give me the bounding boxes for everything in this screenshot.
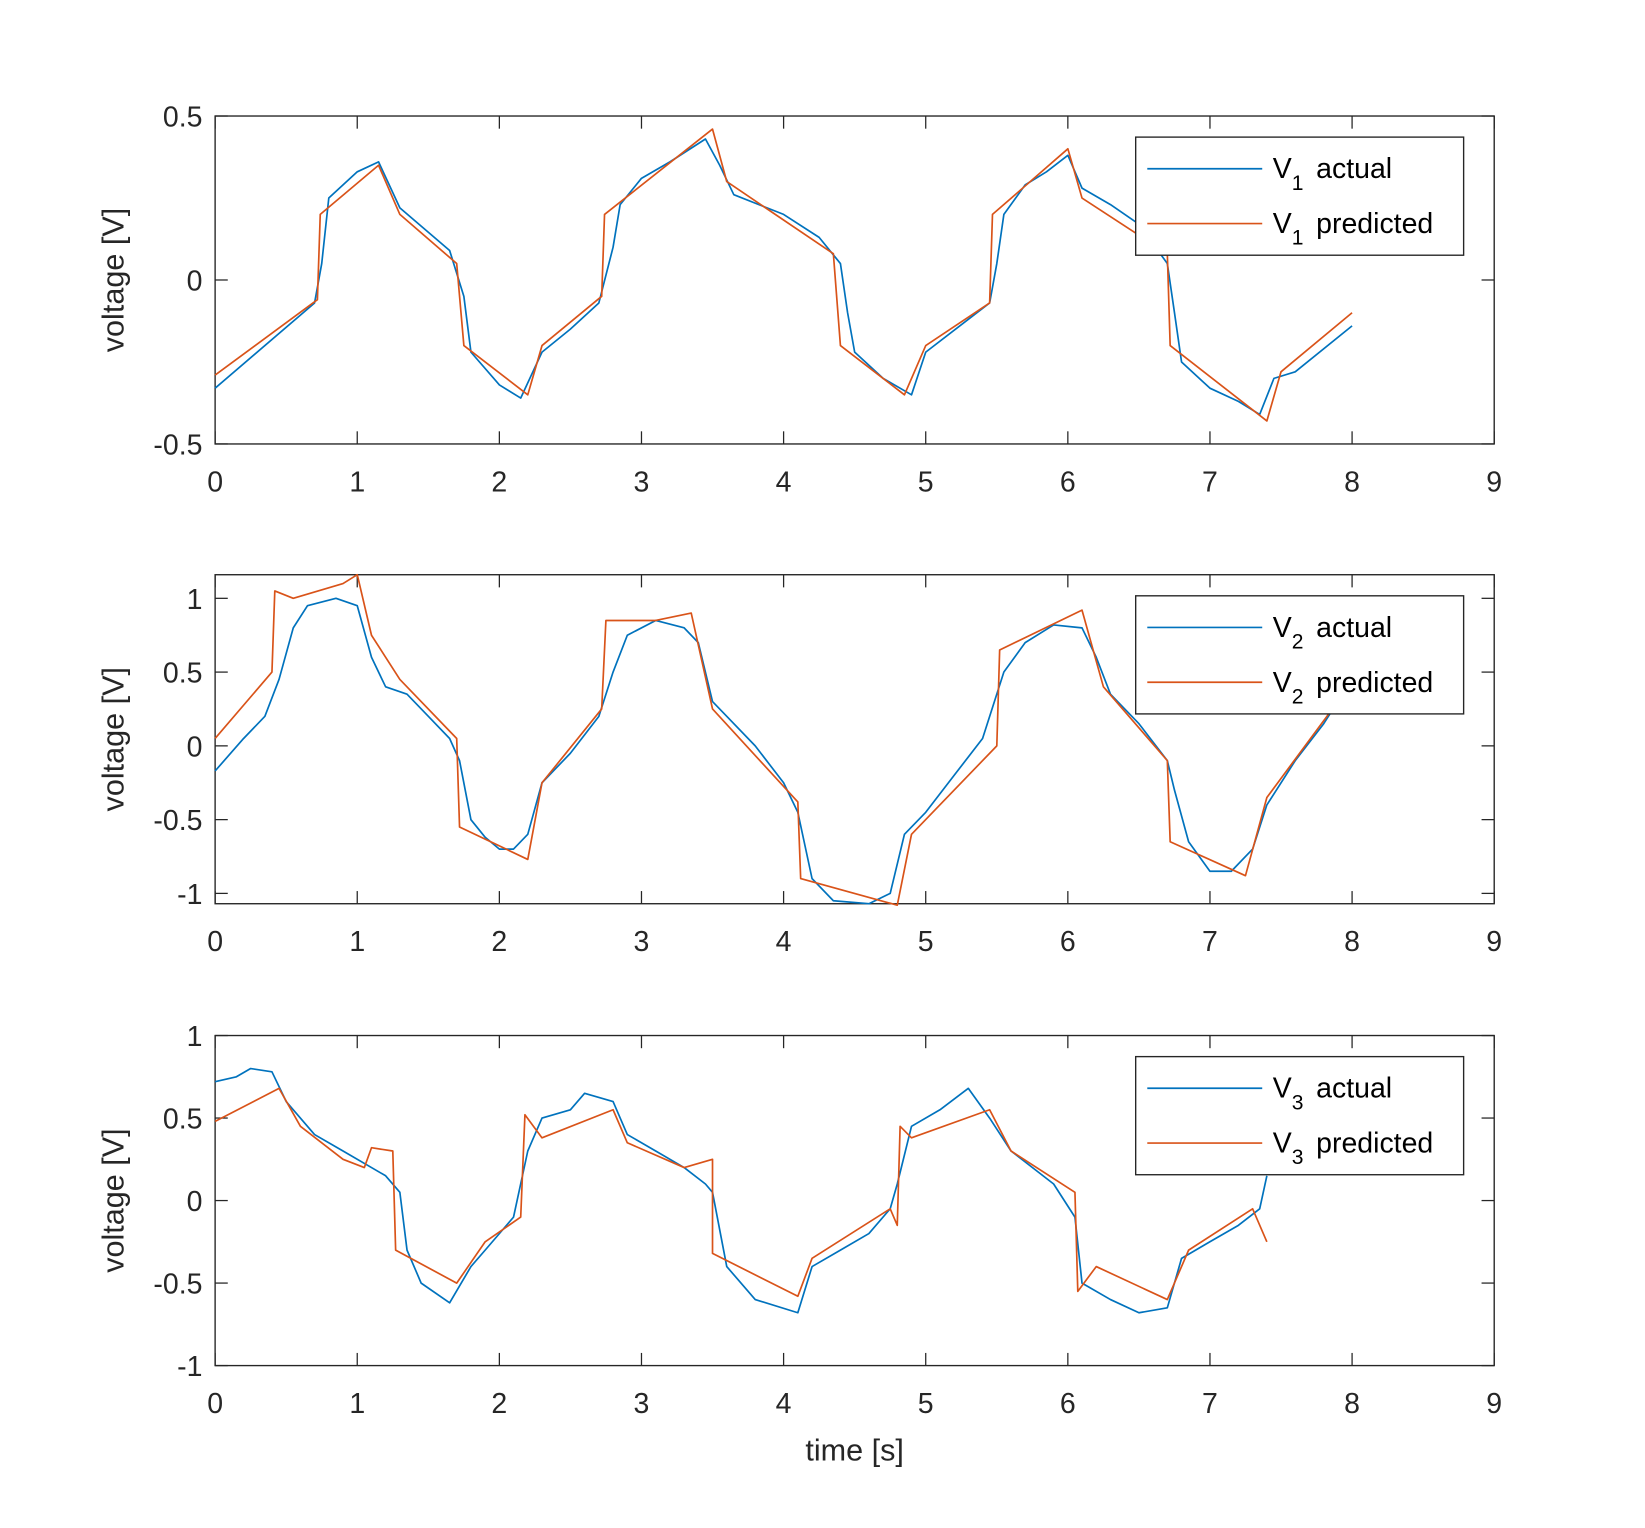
legend-base: V [1273, 1073, 1292, 1105]
x-tick-label: 3 [634, 926, 650, 958]
legend-entry: V1 actual [1273, 153, 1392, 195]
x-tick-label: 0 [207, 466, 223, 498]
legend-suffix: predicted [1316, 667, 1433, 699]
x-tick-label: 5 [918, 1388, 934, 1420]
y-tick-label: -0.5 [153, 1269, 202, 1301]
legend-base: V [1273, 1128, 1292, 1160]
x-tick-label: 8 [1344, 1388, 1360, 1420]
legend-subscript: 3 [1292, 1146, 1304, 1169]
y-tick-label: 0 [187, 731, 203, 763]
legend-entry: V3 predicted [1273, 1128, 1434, 1170]
x-tick-label: 5 [918, 466, 934, 498]
x-tick-label: 7 [1202, 466, 1218, 498]
x-tick-label: 8 [1344, 466, 1360, 498]
legend-suffix: actual [1316, 1073, 1392, 1105]
series-line-actual [214, 597, 1339, 905]
y-axis-label: voltage [V] [96, 667, 130, 812]
series-line-predicted [214, 1087, 1268, 1301]
y-tick-label: 0.5 [163, 1104, 203, 1136]
legend-box [1134, 595, 1465, 715]
x-tick-label: 6 [1060, 926, 1076, 958]
x-tick-label: 3 [634, 466, 650, 498]
x-tick-label: 0 [207, 926, 223, 958]
x-tick-label: 1 [349, 466, 365, 498]
legend-suffix: predicted [1316, 208, 1433, 240]
y-tick-label: 0 [187, 266, 203, 298]
y-tick-label: -1 [177, 879, 202, 911]
x-tick-label: 9 [1486, 926, 1502, 958]
x-tick-label: 6 [1060, 466, 1076, 498]
legend-subscript: 1 [1292, 227, 1304, 250]
y-tick-label: -1 [177, 1351, 202, 1383]
legend-entry: V2 actual [1273, 612, 1392, 654]
legend-box [1134, 1055, 1465, 1176]
legend-box [1134, 136, 1465, 256]
x-tick-label: 5 [918, 926, 934, 958]
x-tick-label: 2 [491, 1388, 507, 1420]
subplot-3: 0 1 2 3 4 5 6 7 8 9 -1 -0.5 0 0.5 1 voltage [V] time [s]… [96, 1021, 1502, 1467]
y-axis-label: voltage [V] [96, 208, 130, 353]
legend-subscript: 2 [1292, 685, 1304, 708]
series-line-actual [214, 1067, 1268, 1314]
x-tick-label: 1 [349, 926, 365, 958]
legend-suffix: actual [1316, 153, 1392, 185]
x-axis-label: time [s] [805, 1433, 904, 1467]
legend-entry: V1 predicted [1273, 208, 1434, 250]
x-tick-label: 7 [1202, 1388, 1218, 1420]
legend-base: V [1273, 612, 1292, 644]
y-tick-label: 0.5 [163, 102, 203, 134]
legend-entry: V2 predicted [1273, 667, 1434, 709]
legend-base: V [1273, 153, 1292, 185]
y-tick-label: 0.5 [163, 658, 203, 690]
x-tick-label: 2 [491, 926, 507, 958]
x-tick-label: 4 [776, 1388, 792, 1420]
y-tick-label: 1 [187, 584, 203, 616]
x-tick-label: 3 [634, 1388, 650, 1420]
legend-suffix: actual [1316, 612, 1392, 644]
x-tick-label: 1 [349, 1388, 365, 1420]
legend-suffix: predicted [1316, 1128, 1433, 1160]
x-tick-label: 9 [1486, 1388, 1502, 1420]
x-tick-label: 8 [1344, 926, 1360, 958]
legend-subscript: 1 [1292, 172, 1304, 195]
x-tick-label: 9 [1486, 466, 1502, 498]
legend-subscript: 3 [1292, 1091, 1304, 1114]
x-tick-label: 7 [1202, 926, 1218, 958]
y-tick-label: -0.5 [153, 430, 202, 462]
x-tick-label: 6 [1060, 1388, 1076, 1420]
y-tick-label: 0 [187, 1186, 203, 1218]
y-tick-label: 1 [187, 1021, 203, 1053]
x-tick-label: 0 [207, 1388, 223, 1420]
legend-base: V [1273, 208, 1292, 240]
y-tick-label: -0.5 [153, 805, 202, 837]
x-tick-label: 2 [491, 466, 507, 498]
legend-entry: V3 actual [1273, 1073, 1392, 1115]
series-line-predicted [214, 573, 1339, 907]
legend-subscript: 2 [1292, 631, 1304, 654]
x-tick-label: 4 [776, 926, 792, 958]
legend-base: V [1273, 667, 1292, 699]
y-axis-label: voltage [V] [96, 1128, 130, 1273]
x-tick-label: 4 [776, 466, 792, 498]
